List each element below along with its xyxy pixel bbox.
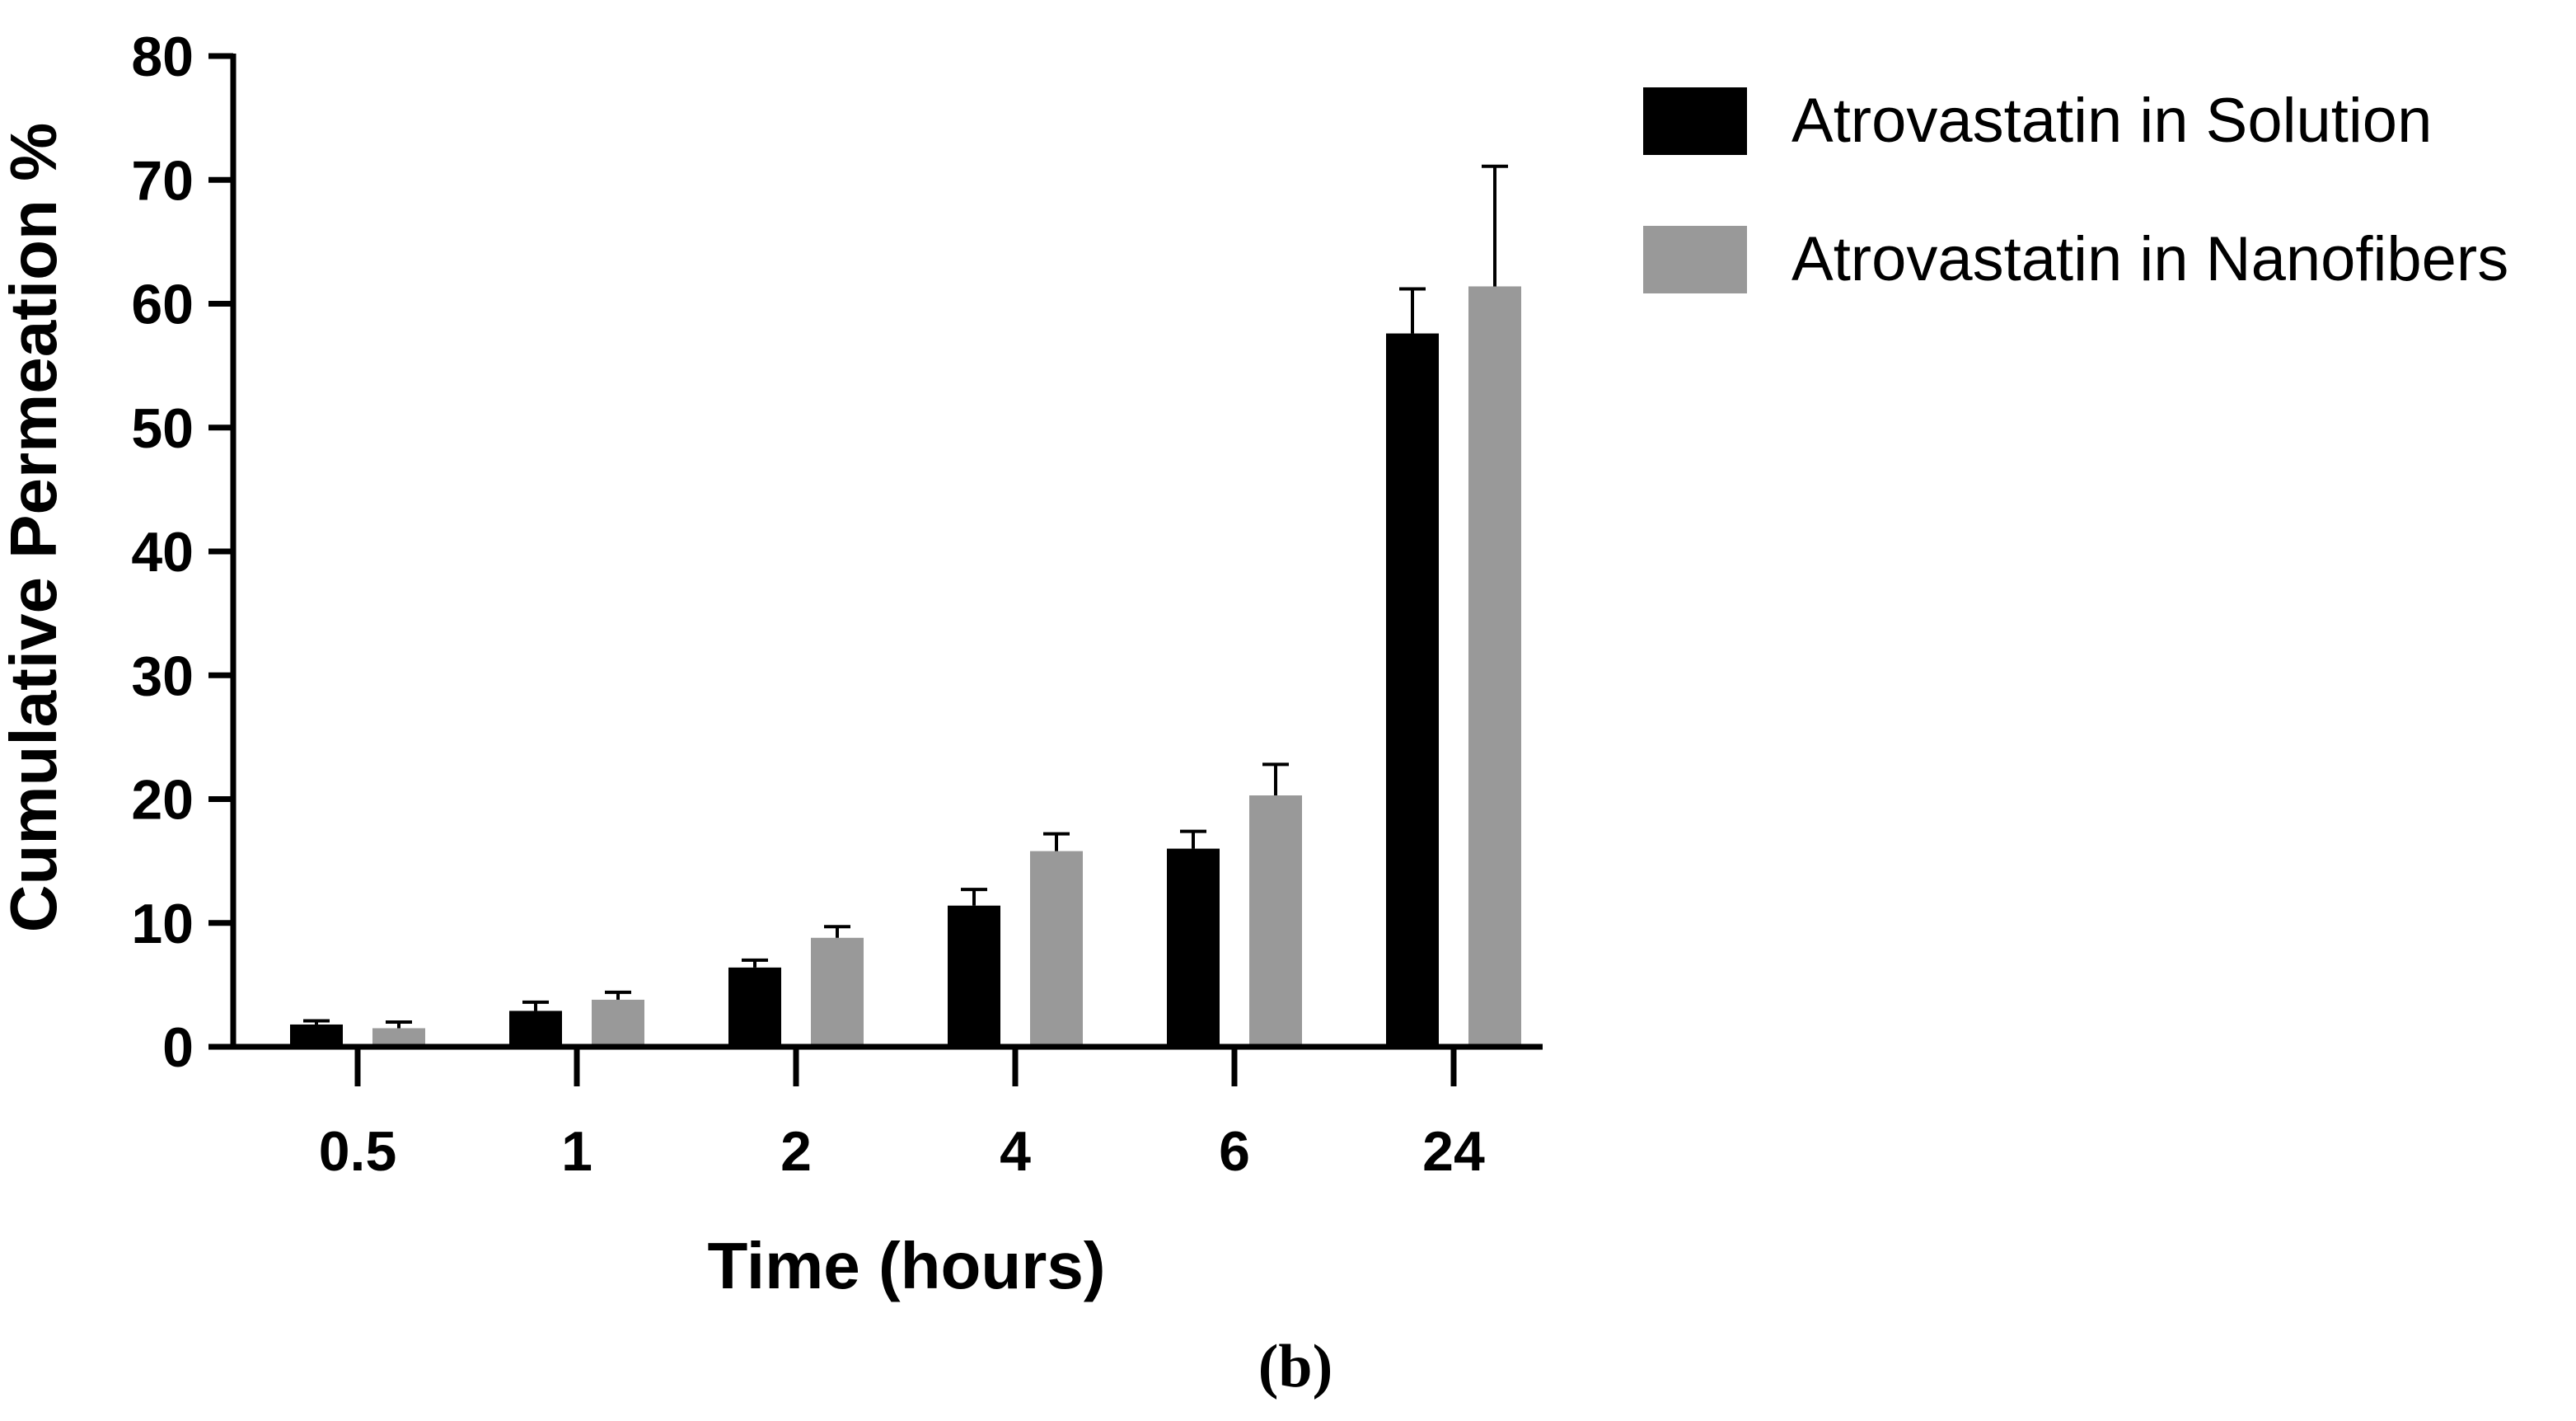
bar-nanofibers (592, 999, 644, 1047)
plot-area (290, 164, 1521, 1048)
panel-label: (b) (1258, 1333, 1332, 1400)
legend-label: Atrovastatin in Solution (1791, 86, 2432, 156)
bar-nanofibers (372, 1028, 425, 1047)
bar-solution (290, 1024, 343, 1047)
y-tick-label: 0 (162, 1016, 194, 1079)
y-tick-label: 30 (131, 645, 194, 707)
y-tick-label: 40 (131, 521, 194, 584)
y-tick-label: 70 (131, 149, 194, 212)
y-axis-title: Cumulative Permeation % (0, 123, 70, 933)
x-tick-label: 0.5 (319, 1120, 397, 1183)
bar-nanofibers (1030, 851, 1083, 1047)
y-tick-label: 10 (131, 893, 194, 955)
bar-solution (728, 967, 781, 1047)
y-tick-label: 60 (131, 274, 194, 336)
legend-swatch (1643, 226, 1747, 293)
x-tick-label: 2 (780, 1120, 812, 1183)
x-tick-label: 4 (1000, 1120, 1031, 1183)
y-tick-label: 80 (131, 26, 194, 88)
bar-solution (1386, 333, 1439, 1047)
bar-solution (948, 905, 1000, 1047)
x-tick-label: 6 (1219, 1120, 1250, 1183)
bar-solution (509, 1011, 562, 1047)
y-axis-ticks: 0 10 20 30 40 50 60 70 80 (131, 26, 233, 1079)
bar-nanofibers (1249, 795, 1302, 1047)
x-tick-label: 1 (561, 1120, 592, 1183)
bar-nanofibers (811, 937, 864, 1047)
x-tick-label: 24 (1422, 1120, 1485, 1183)
legend: Atrovastatin in Solution Atrovastatin in … (1643, 86, 2508, 294)
bar-nanofibers (1468, 286, 1521, 1048)
legend-swatch (1643, 87, 1747, 155)
y-tick-label: 20 (131, 769, 194, 832)
x-axis-ticks: 0.5 1 2 4 6 24 (319, 1047, 1485, 1183)
y-tick-label: 50 (131, 397, 194, 460)
bar-solution (1167, 848, 1220, 1047)
legend-label: Atrovastatin in Nanofibers (1791, 224, 2508, 294)
x-axis-title: Time (hours) (707, 1229, 1105, 1302)
